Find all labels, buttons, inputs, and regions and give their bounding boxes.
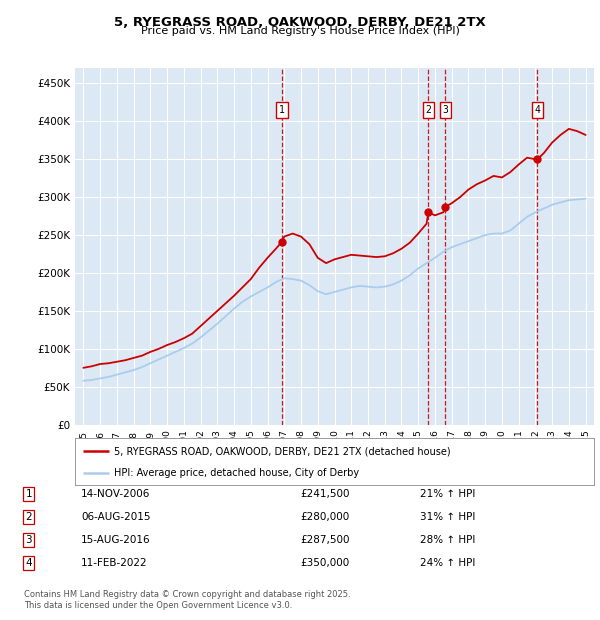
- Text: £350,000: £350,000: [300, 558, 349, 568]
- Text: Price paid vs. HM Land Registry's House Price Index (HPI): Price paid vs. HM Land Registry's House …: [140, 26, 460, 36]
- Text: HPI: Average price, detached house, City of Derby: HPI: Average price, detached house, City…: [114, 468, 359, 478]
- Text: £241,500: £241,500: [300, 489, 349, 499]
- Text: 06-AUG-2015: 06-AUG-2015: [81, 512, 151, 522]
- Text: 5, RYEGRASS ROAD, OAKWOOD, DERBY, DE21 2TX (detached house): 5, RYEGRASS ROAD, OAKWOOD, DERBY, DE21 2…: [114, 446, 451, 456]
- Text: 5, RYEGRASS ROAD, OAKWOOD, DERBY, DE21 2TX: 5, RYEGRASS ROAD, OAKWOOD, DERBY, DE21 2…: [114, 16, 486, 29]
- Text: £280,000: £280,000: [300, 512, 349, 522]
- Text: This data is licensed under the Open Government Licence v3.0.: This data is licensed under the Open Gov…: [24, 601, 292, 611]
- Text: 31% ↑ HPI: 31% ↑ HPI: [420, 512, 475, 522]
- Text: Contains HM Land Registry data © Crown copyright and database right 2025.: Contains HM Land Registry data © Crown c…: [24, 590, 350, 600]
- Text: 15-AUG-2016: 15-AUG-2016: [81, 535, 151, 545]
- Text: 3: 3: [443, 105, 448, 115]
- Text: 1: 1: [279, 105, 285, 115]
- Text: 4: 4: [535, 105, 541, 115]
- Text: 1: 1: [25, 489, 32, 499]
- Text: 14-NOV-2006: 14-NOV-2006: [81, 489, 151, 499]
- Text: 21% ↑ HPI: 21% ↑ HPI: [420, 489, 475, 499]
- Text: 4: 4: [25, 558, 32, 568]
- Text: 24% ↑ HPI: 24% ↑ HPI: [420, 558, 475, 568]
- Text: 3: 3: [25, 535, 32, 545]
- Text: £287,500: £287,500: [300, 535, 349, 545]
- Text: 2: 2: [425, 105, 431, 115]
- Text: 28% ↑ HPI: 28% ↑ HPI: [420, 535, 475, 545]
- Text: 11-FEB-2022: 11-FEB-2022: [81, 558, 148, 568]
- Text: 2: 2: [25, 512, 32, 522]
